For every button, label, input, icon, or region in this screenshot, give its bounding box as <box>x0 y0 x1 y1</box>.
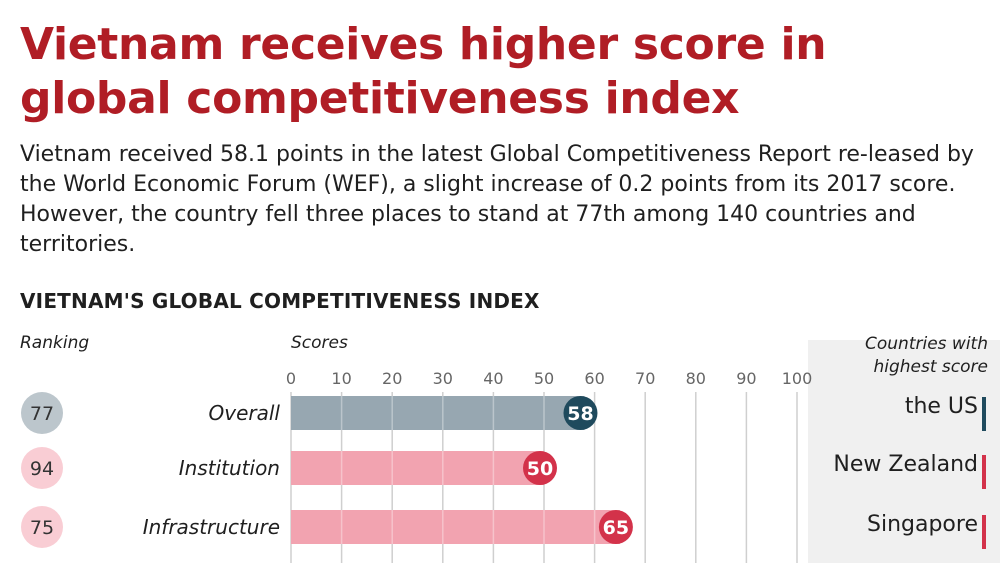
scores-header: Scores <box>291 333 348 353</box>
country-name-overall: the US <box>904 394 978 419</box>
countries-panel <box>808 340 1000 563</box>
value-badge-infrastructure <box>598 510 633 544</box>
country-name-institution: New Zealand <box>833 452 978 477</box>
country-marker-infrastructure <box>982 515 986 549</box>
tick-label-0: 0 <box>286 369 296 388</box>
description-text: Vietnam received 58.1 points in the late… <box>20 142 974 257</box>
value-label-infrastructure: 65 <box>603 517 629 539</box>
tick-label-40: 40 <box>483 369 503 388</box>
rank-circle-infrastructure <box>21 506 63 548</box>
rank-value-infrastructure: 75 <box>30 517 54 539</box>
bar-infrastructure <box>291 510 620 544</box>
tick-label-90: 90 <box>736 369 756 388</box>
tick-label-70: 70 <box>635 369 655 388</box>
tick-label-100: 100 <box>782 369 813 388</box>
category-label-infrastructure: Infrastructure <box>143 515 280 539</box>
tick-label-10: 10 <box>331 369 351 388</box>
country-marker-overall <box>982 397 986 431</box>
rank-circle-institution <box>21 447 63 489</box>
rank-value-institution: 94 <box>30 458 54 480</box>
value-label-overall: 58 <box>567 403 593 425</box>
value-badge-overall <box>563 396 598 430</box>
countries-header: Countries with highest score <box>865 334 988 377</box>
rank-value-overall: 77 <box>30 403 54 425</box>
rank-circle-overall <box>21 392 63 434</box>
tick-label-20: 20 <box>382 369 402 388</box>
tick-label-60: 60 <box>584 369 604 388</box>
tick-label-50: 50 <box>534 369 554 388</box>
bar-overall <box>291 396 585 430</box>
tick-label-80: 80 <box>686 369 706 388</box>
ranking-header: Ranking <box>20 333 90 353</box>
country-name-infrastructure: Singapore <box>867 512 978 537</box>
page-title: Vietnam receives higher score in global … <box>20 19 827 124</box>
category-label-overall: Overall <box>209 401 281 425</box>
category-label-institution: Institution <box>179 456 280 480</box>
value-label-institution: 50 <box>527 458 553 480</box>
bar-institution <box>291 451 544 485</box>
value-badge-institution <box>523 451 557 485</box>
tick-label-30: 30 <box>433 369 453 388</box>
chart-title: VIETNAM'S GLOBAL COMPETITIVENESS INDEX <box>20 289 540 313</box>
country-marker-institution <box>982 455 986 489</box>
